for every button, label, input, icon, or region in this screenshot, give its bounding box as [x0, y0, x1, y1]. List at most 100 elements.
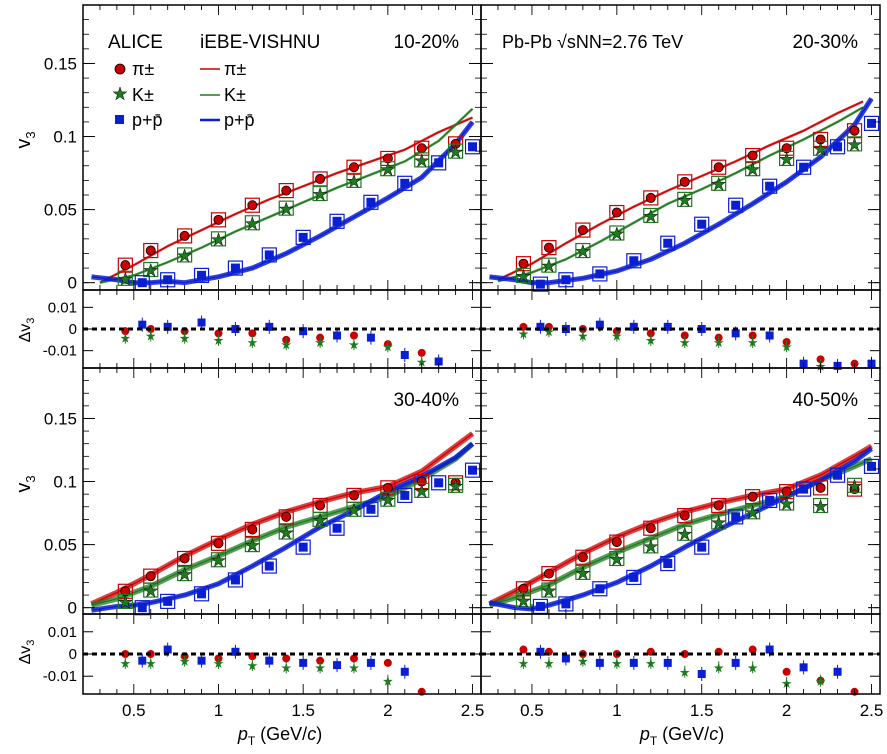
- data-point-kaon: [541, 583, 557, 598]
- data-point-kaon: [745, 161, 761, 177]
- syst-box: [431, 475, 447, 491]
- ratio-point-pion: [680, 331, 689, 340]
- data-point-kaon: [711, 176, 727, 191]
- syst-box: [329, 213, 345, 229]
- syst-box: [177, 566, 193, 582]
- x-tick-label: 2: [383, 701, 392, 720]
- data-point-proton: [663, 559, 673, 569]
- data-point-kaon: [779, 496, 795, 511]
- data-point-pion: [382, 482, 393, 493]
- syst-box: [592, 581, 608, 597]
- data-point-proton: [799, 484, 809, 494]
- ratio-point-pion: [121, 650, 130, 658]
- data-point-proton: [561, 599, 571, 609]
- syst-box: [210, 231, 227, 247]
- data-point-proton: [264, 561, 274, 571]
- syst-box: [177, 228, 193, 244]
- syst-box: [143, 582, 159, 598]
- data-point-proton: [468, 465, 478, 475]
- system-label: Pb-Pb √sNN=2.76 TeV: [502, 32, 683, 52]
- syst-box: [414, 152, 430, 168]
- data-point-kaon: [346, 502, 362, 517]
- ratio-point-pion: [646, 329, 655, 338]
- x-tick-label: 1.5: [690, 701, 714, 720]
- data-point-pion: [747, 491, 758, 502]
- centrality-label: 30-40%: [394, 390, 460, 411]
- data-point-pion: [679, 510, 690, 521]
- data-point-pion: [179, 230, 190, 241]
- data-point-proton: [434, 478, 444, 488]
- syst-box: [312, 511, 328, 527]
- y-tick-label: 0: [68, 599, 77, 618]
- syst-box: [762, 178, 778, 194]
- legend-data-header: ALICE: [108, 32, 163, 53]
- syst-box: [177, 550, 193, 567]
- syst-box: [117, 593, 133, 609]
- syst-box: [592, 266, 608, 282]
- svg-text:v3: v3: [13, 131, 38, 148]
- syst-box: [515, 592, 532, 608]
- model-line-K±: [99, 108, 473, 284]
- data-point-pion: [543, 568, 554, 579]
- data-point-proton: [833, 142, 843, 152]
- data-point-pion: [120, 260, 131, 271]
- syst-box: [541, 582, 557, 598]
- syst-box: [397, 175, 413, 191]
- data-point-proton: [434, 158, 444, 168]
- syst-box: [711, 497, 727, 514]
- data-point-kaon: [711, 515, 727, 530]
- data-point-kaon: [211, 552, 226, 568]
- y-axis-title-top-2: v3: [13, 475, 38, 492]
- data-point-pion: [518, 258, 529, 269]
- syst-box: [261, 558, 277, 574]
- data-point-pion: [645, 523, 656, 534]
- syst-box: [863, 115, 880, 131]
- data-point-kaon: [414, 153, 430, 168]
- ratio-tick-label: 0.01: [48, 299, 77, 316]
- model-band-p+p̄: [91, 120, 475, 286]
- legend-pion-model-label: π±: [224, 59, 246, 79]
- syst-box: [745, 489, 761, 505]
- data-point-proton: [595, 269, 605, 279]
- data-point-proton: [230, 575, 240, 585]
- syst-box: [193, 586, 210, 602]
- legend-proton-model-label: p+p̄: [224, 110, 255, 130]
- data-point-proton: [298, 542, 308, 552]
- syst-box: [541, 240, 557, 256]
- panel-1: 0 0.05 0.1 0.15 -0.01 0 0.01 10-20%: [43, 4, 482, 369]
- data-point-proton: [765, 495, 775, 505]
- data-point-proton: [366, 504, 376, 514]
- data-point-proton: [833, 470, 843, 480]
- data-point-pion: [247, 524, 258, 535]
- data-point-proton: [400, 178, 410, 188]
- syst-box: [227, 260, 244, 276]
- syst-box: [575, 222, 591, 238]
- data-point-kaon: [779, 151, 795, 166]
- y-tick-label: 0.1: [53, 128, 77, 147]
- syst-box: [380, 161, 396, 177]
- centrality-label: 20-30%: [793, 32, 859, 53]
- data-point-kaon: [244, 215, 260, 231]
- syst-box: [363, 501, 379, 517]
- data-point-kaon: [515, 593, 531, 608]
- data-point-proton: [867, 118, 877, 128]
- x-tick-label: 2.5: [860, 701, 884, 720]
- ratio-point-pion: [748, 645, 757, 654]
- data-point-pion: [247, 200, 258, 211]
- data-point-pion: [611, 207, 622, 218]
- data-point-proton: [197, 270, 207, 280]
- syst-box: [346, 501, 362, 517]
- syst-box: [210, 535, 227, 551]
- data-point-kaon: [380, 161, 396, 177]
- model-line-π±: [497, 100, 864, 281]
- data-point-kaon: [643, 539, 659, 554]
- data-point-pion: [348, 162, 359, 173]
- data-point-proton: [137, 603, 147, 613]
- syst-box: [541, 566, 557, 582]
- syst-box: [609, 225, 625, 241]
- data-point-pion: [281, 511, 292, 522]
- syst-box: [829, 467, 846, 483]
- model-band-K±: [99, 107, 474, 284]
- data-point-pion: [679, 176, 690, 187]
- y-tick-label: 0: [68, 274, 77, 293]
